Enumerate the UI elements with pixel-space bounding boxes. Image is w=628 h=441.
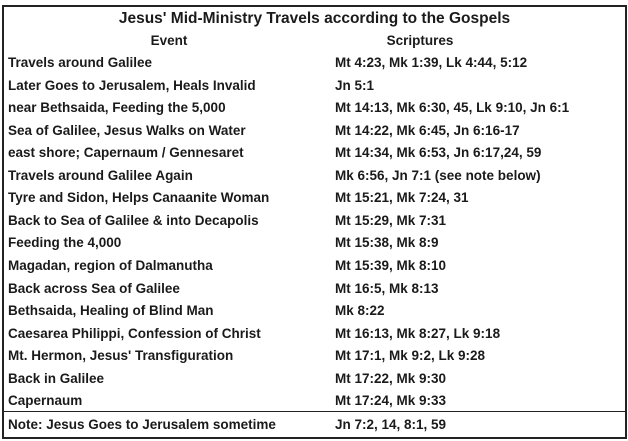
event-cell: near Bethsaida, Feeding the 5,000 [8,100,226,116]
event-cell: Later Goes to Jerusalem, Heals Invalid [8,77,256,93]
table-row: Travels around Galilee Again Mk 6:56, Jn … [4,165,625,187]
event-cell: Back in Galilee [8,370,105,386]
scriptures-cell: Mt 15:38, Mk 8:9 [335,235,439,251]
scriptures-cell: Mt 17:24, Mk 9:33 [335,393,447,409]
scriptures-cell: Jn 5:1 [335,77,375,93]
scriptures-cell: Mk 8:22 [335,303,385,319]
event-cell: Travels around Galilee [8,55,153,70]
table-row: Later Goes to Jerusalem, Heals Invalid Jn… [4,75,625,97]
table-row: Travels around Galilee Mt 4:23, Mk 1:39, … [4,52,625,74]
event-cell: Back to Sea of Galilee & into Decapolis [8,212,259,228]
table-row: Back in Galilee Mt 17:22, Mk 9:30 [4,368,625,390]
scriptures-cell: Mt 4:23, Mk 1:39, Lk 4:44, 5:12 [335,55,528,70]
event-cell: Travels around Galilee Again [8,167,193,183]
scriptures-cell: Mt 14:13, Mk 6:30, 45, Lk 9:10, Jn 6:1 [335,100,570,116]
event-cell: Caesarea Philippi, Confession of Christ [8,325,261,341]
event-cell: Bethsaida, Healing of Blind Man [8,303,214,319]
scriptures-cell: Mt 15:29, Mk 7:31 [335,212,447,228]
table-row: east shore; Capernaum / Gennesaret Mt 14:… [4,142,625,164]
header-event: Event [150,33,188,48]
event-cell: Magadan, region of Dalmanutha [8,257,213,273]
table-row: near Bethsaida, Feeding the 5,000 Mt 14:1… [4,97,625,119]
event-cell: Feeding the 4,000 [8,235,122,251]
scriptures-cell: Mt 16:13, Mk 8:27, Lk 9:18 [335,325,501,341]
header-scriptures: Scriptures [386,33,454,48]
scriptures-cell: Mt 16:5, Mk 8:13 [335,280,439,296]
event-cell: east shore; Capernaum / Gennesaret [8,145,244,161]
event-cell: Tyre and Sidon, Helps Canaanite Woman [8,190,270,206]
note-event: Note: Jesus Goes to Jerusalem sometime [8,417,276,432]
table-row: Caesarea Philippi, Confession of Christ M… [4,323,625,345]
event-cell: Capernaum [8,393,83,409]
scriptures-cell: Mt 14:34, Mk 6:53, Jn 6:17,24, 59 [335,145,542,161]
scriptures-cell: Mt 15:39, Mk 8:10 [335,257,447,273]
table-row: Bethsaida, Healing of Blind Man Mk 8:22 [4,300,625,322]
table-row: Back to Sea of Galilee & into Decapolis M… [4,210,625,232]
table-row: Capernaum Mt 17:24, Mk 9:33 [4,390,625,412]
note-scriptures: Jn 7:2, 14, 8:1, 59 [335,417,447,432]
scriptures-cell: Mt 15:21, Mk 7:24, 31 [335,190,469,206]
travels-table: Jesus' Mid-Ministry Travels according to… [2,5,627,439]
scriptures-cell: Mt 17:22, Mk 9:30 [335,370,447,386]
table-row: Mt. Hermon, Jesus' Transfiguration Mt 17:… [4,345,625,367]
table-row: Back across Sea of Galilee Mt 16:5, Mk 8:… [4,278,625,300]
event-cell: Back across Sea of Galilee [8,280,180,296]
note-row: Note: Jesus Goes to Jerusalem sometime J… [4,411,625,438]
table-row: Magadan, region of Dalmanutha Mt 15:39, M… [4,255,625,277]
scriptures-cell: Mt 17:1, Mk 9:2, Lk 9:28 [335,348,486,364]
table-row: Tyre and Sidon, Helps Canaanite Woman Mt … [4,187,625,209]
event-cell: Mt. Hermon, Jesus' Transfiguration [8,348,234,364]
table-row: Feeding the 4,000 Mt 15:38, Mk 8:9 [4,232,625,254]
table-title: Jesus' Mid-Ministry Travels according to… [118,10,511,27]
table-row: Sea of Galilee, Jesus Walks on Water Mt 1… [4,120,625,142]
scriptures-cell: Mk 6:56, Jn 7:1 (see note below) [335,167,541,183]
scriptures-cell: Mt 14:22, Mk 6:45, Jn 6:16-17 [335,122,520,138]
event-cell: Sea of Galilee, Jesus Walks on Water [8,122,246,138]
